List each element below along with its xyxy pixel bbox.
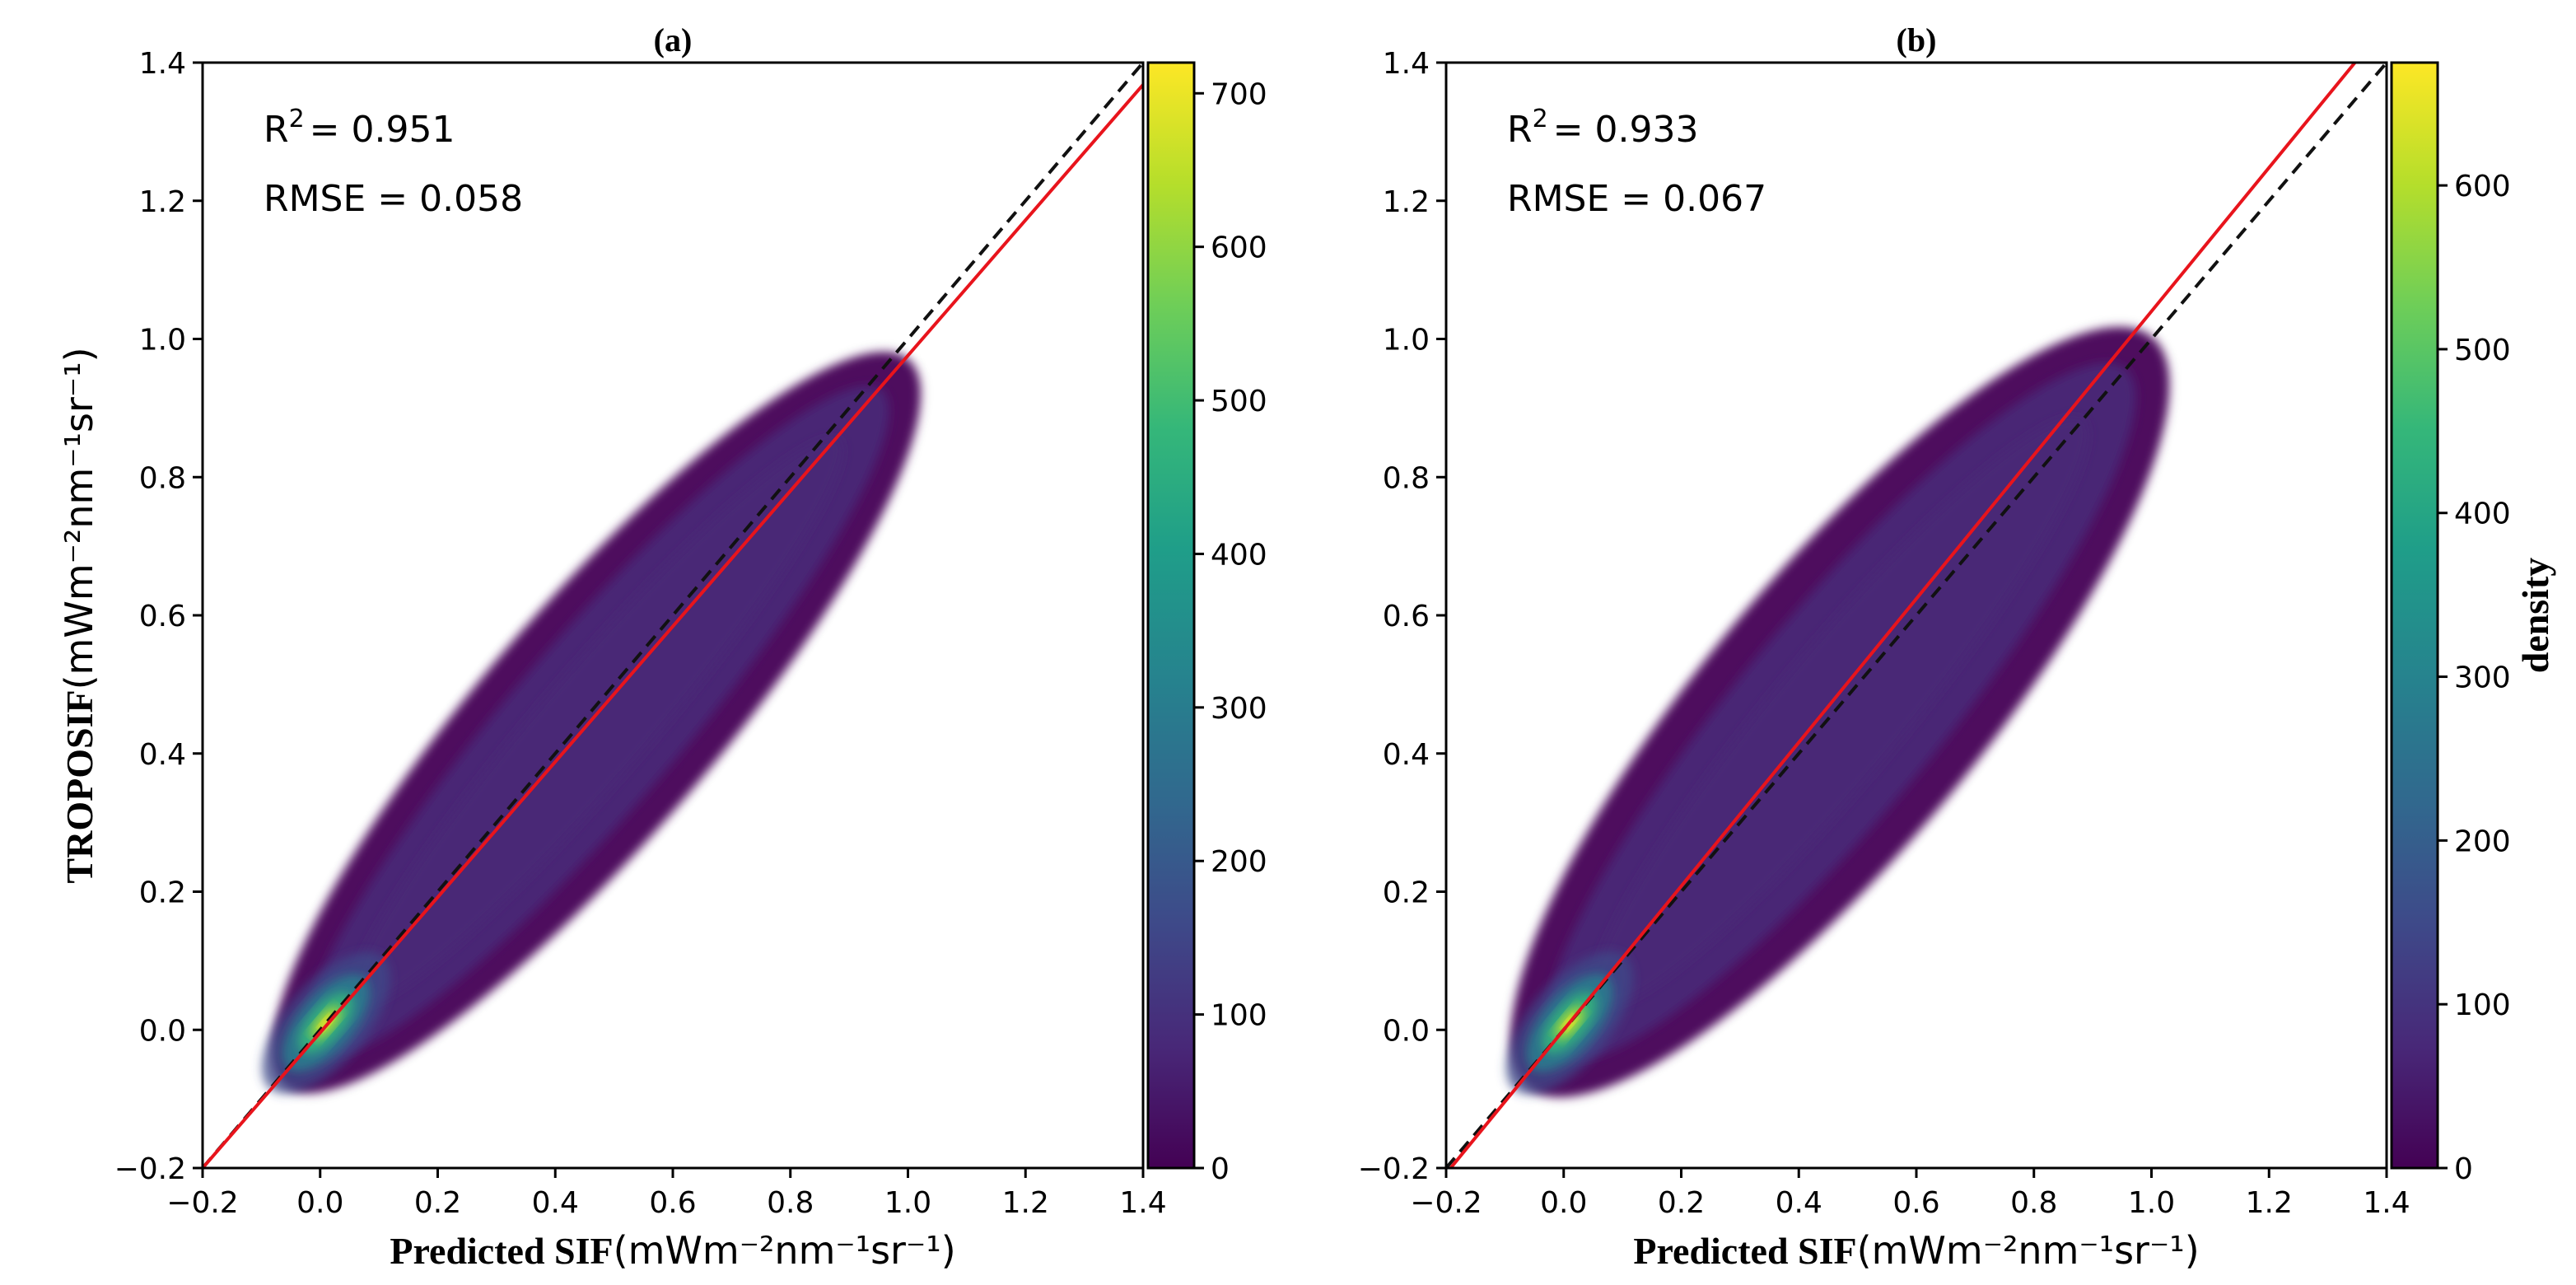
panel-b-y-tick-label: 1.2 — [1383, 185, 1430, 219]
panel-a-colorbar-tick-label: 0 — [1211, 1152, 1230, 1186]
panel-a-rmse-annotation: RMSE = 0.058 — [264, 178, 523, 220]
panel-a-colorbar-tick-label: 700 — [1211, 77, 1267, 111]
panel-a-y-tick-label: −0.2 — [114, 1152, 186, 1186]
panel-b-x-tick-label: 0.4 — [1776, 1186, 1822, 1220]
panel-a-y-tick-label: 1.4 — [139, 47, 186, 81]
panel-a-colorbar-tick-label: 300 — [1211, 692, 1267, 726]
panel-a-colorbar-tick-label: 200 — [1211, 845, 1267, 879]
panel-b-x-tick-label: 0.0 — [1540, 1186, 1587, 1220]
panel-a-colorbar-tick-label: 400 — [1211, 538, 1267, 572]
panel-a-x-tick-label: 0.0 — [296, 1186, 343, 1220]
panel-b-fit-line — [1448, 63, 2358, 1168]
panel-a-x-tick-label: −0.2 — [166, 1186, 238, 1220]
panel-b-y-tick-label: 0.0 — [1383, 1014, 1430, 1048]
panel-b-colorbar-tick-label: 400 — [2454, 498, 2511, 531]
panel-a-x-axis: −0.2 0.0 0.2 0.4 0.6 0.8 1.0 1.2 1.4 — [166, 1168, 1167, 1220]
panel-b: (b) −0.2 0.0 0.2 0.4 0.6 0.8 1.0 1.2 1.4 −0.2 0.0… — [1358, 21, 2556, 1273]
panel-a-density-layer-3 — [349, 437, 844, 1008]
panel-a-x-tick-label: 1.0 — [884, 1186, 931, 1220]
panel-b-colorbar-tick-label: 500 — [2454, 334, 2511, 367]
panel-b-y-tick-label: 0.2 — [1383, 876, 1430, 910]
panel-b-y-tick-label: 0.8 — [1383, 461, 1430, 495]
panel-a-y-tick-label: 1.2 — [139, 185, 186, 219]
panel-a-x-tick-label: 0.4 — [532, 1186, 579, 1220]
panel-b-lines — [1446, 63, 2387, 1168]
panel-b-x-tick-label: 1.2 — [2246, 1186, 2293, 1220]
panel-a-x-tick-label: 0.6 — [649, 1186, 696, 1220]
panel-b-rmse-annotation: RMSE = 0.067 — [1507, 178, 1766, 220]
panel-a-title: (a) — [654, 21, 693, 58]
panel-a-y-tick-label: 0.2 — [139, 876, 186, 910]
panel-a-density-cloud — [261, 352, 922, 1094]
panel-b-colorbar-tick-label: 600 — [2454, 170, 2511, 203]
panel-b-y-tick-label: 0.6 — [1383, 600, 1430, 633]
panel-a-x-tick-label: 0.8 — [767, 1186, 814, 1220]
panel-a-y-tick-label: 0.4 — [139, 738, 186, 772]
panel-b-colorbar — [2390, 61, 2439, 1170]
panel-a-x-label: Predicted SIF(mWm⁻²nm⁻¹sr⁻¹) — [390, 1228, 955, 1273]
panel-a-colorbar-tick-label: 600 — [1211, 231, 1267, 265]
panel-b-density-cloud — [1505, 326, 2170, 1098]
panel-b-x-tick-label: 0.8 — [2010, 1186, 2057, 1220]
panel-b-x-tick-label: 1.0 — [2128, 1186, 2175, 1220]
panel-b-y-axis: −0.2 0.0 0.2 0.4 0.6 0.8 1.0 1.2 1.4 — [1358, 47, 1446, 1186]
panel-b-colorbar-ticks: 0 100 200 300 400 500 600 — [2438, 170, 2511, 1186]
panel-a-colorbar — [1146, 61, 1196, 1170]
panel-b-colorbar-tick-label: 0 — [2454, 1152, 2473, 1186]
panel-b-x-tick-label: 1.4 — [2363, 1186, 2410, 1220]
panel-a-y-tick-label: 0.8 — [139, 461, 186, 495]
panel-a-y-tick-label: 1.0 — [139, 324, 186, 357]
panel-b-y-tick-label: 1.0 — [1383, 324, 1430, 357]
panel-a-x-tick-label: 1.4 — [1119, 1186, 1166, 1220]
panel-a: (a) −0.2 0.0 0.2 0.4 0.6 0.8 1.0 1.2 1.4 −0.2 0.0… — [57, 21, 1267, 1273]
panel-b-x-tick-label: −0.2 — [1410, 1186, 1482, 1220]
panel-b-x-tick-label: 0.2 — [1658, 1186, 1705, 1220]
panel-b-y-tick-label: 0.4 — [1383, 738, 1430, 772]
panel-a-colorbar-tick-label: 500 — [1211, 385, 1267, 418]
panel-a-x-tick-label: 1.2 — [1002, 1186, 1049, 1220]
panel-b-colorbar-tick-label: 200 — [2454, 825, 2511, 858]
panel-b-colorbar-tick-label: 100 — [2454, 988, 2511, 1022]
panel-b-title: (b) — [1897, 21, 1937, 58]
panel-a-lines — [203, 63, 1143, 1168]
panel-b-x-tick-label: 0.6 — [1892, 1186, 1939, 1220]
panel-a-y-label: TROPOSIF(mWm⁻²nm⁻¹sr⁻¹) — [57, 347, 101, 883]
panel-b-y-tick-label: 1.4 — [1383, 47, 1430, 81]
panel-b-r2-annotation: R2 = 0.933 — [1507, 105, 1699, 151]
panel-a-y-tick-label: 0.6 — [139, 600, 186, 633]
panel-a-colorbar-tick-label: 100 — [1211, 999, 1267, 1033]
panel-a-y-tick-label: 0.0 — [139, 1014, 186, 1048]
panel-b-x-axis: −0.2 0.0 0.2 0.4 0.6 0.8 1.0 1.2 1.4 — [1410, 1168, 2410, 1220]
panel-a-x-tick-label: 0.2 — [414, 1186, 461, 1220]
panel-b-density-layer-3 — [1591, 416, 2088, 1007]
panel-b-y-tick-label: −0.2 — [1358, 1152, 1430, 1186]
panel-a-r2-annotation: R2 = 0.951 — [264, 105, 455, 151]
panel-a-identity-line — [203, 63, 1143, 1168]
panel-b-colorbar-tick-label: 300 — [2454, 661, 2511, 695]
panel-a-colorbar-ticks: 0 100 200 300 400 500 600 700 — [1194, 77, 1267, 1186]
colorbar-label: density — [2514, 558, 2556, 674]
panel-a-y-axis: −0.2 0.0 0.2 0.4 0.6 0.8 1.0 1.2 1.4 — [114, 47, 203, 1186]
panel-b-x-label: Predicted SIF(mWm⁻²nm⁻¹sr⁻¹) — [1633, 1228, 2199, 1273]
panel-a-fit-line — [203, 83, 1143, 1168]
